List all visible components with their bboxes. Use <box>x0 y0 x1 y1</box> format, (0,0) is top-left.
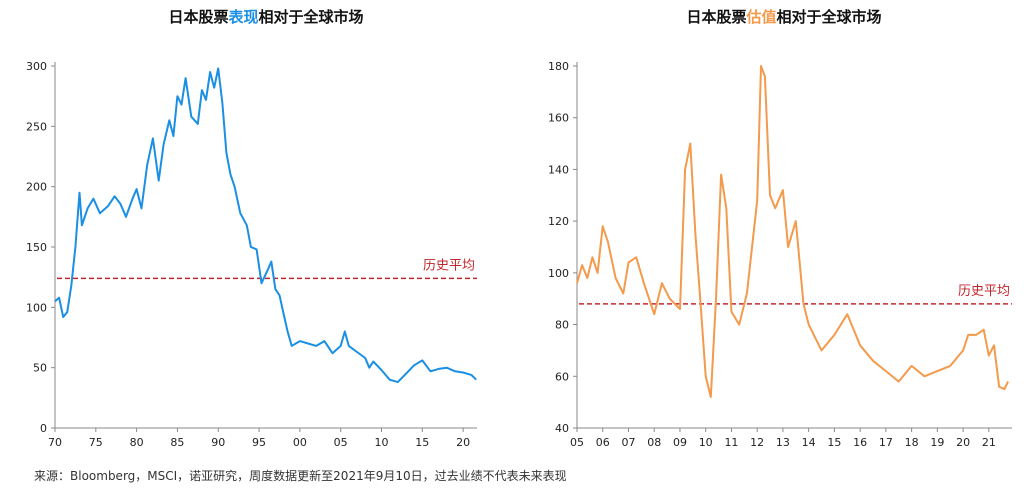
chart-title: 日本股票估值相对于全球市场 <box>686 8 881 26</box>
y-tick-label: 150 <box>26 241 47 254</box>
x-tick-label: 12 <box>750 436 764 449</box>
y-tick-label: 100 <box>548 267 569 280</box>
y-tick-label: 300 <box>26 60 47 73</box>
x-tick-label: 06 <box>596 436 610 449</box>
y-tick-label: 50 <box>33 362 47 375</box>
chart-title-part: 日本股票 <box>168 8 228 26</box>
x-tick-label: 19 <box>930 436 944 449</box>
x-tick-label: 05 <box>570 436 584 449</box>
y-tick-label: 120 <box>548 215 569 228</box>
y-tick-label: 80 <box>555 319 569 332</box>
x-tick-label: 90 <box>211 436 225 449</box>
x-tick-label: 15 <box>415 436 429 449</box>
y-tick-label: 140 <box>548 163 569 176</box>
x-tick-label: 10 <box>374 436 388 449</box>
x-tick-label: 80 <box>130 436 144 449</box>
y-tick-label: 100 <box>26 301 47 314</box>
x-tick-label: 95 <box>252 436 266 449</box>
x-tick-label: 17 <box>879 436 893 449</box>
x-tick-label: 70 <box>48 436 62 449</box>
y-tick-label: 180 <box>548 60 569 73</box>
source-footnote: 来源：Bloomberg，MSCI，诺亚研究，周度数据更新至2021年9月10日… <box>34 469 567 483</box>
x-tick-label: 00 <box>293 436 307 449</box>
y-tick-label: 250 <box>26 120 47 133</box>
y-tick-label: 200 <box>26 181 47 194</box>
chart-title-part: 估值 <box>745 8 776 26</box>
historical-average-label: 历史平均 <box>423 258 475 273</box>
x-tick-label: 75 <box>89 436 103 449</box>
y-tick-label: 40 <box>555 422 569 435</box>
series-line <box>54 67 477 384</box>
y-tick-label: 60 <box>555 370 569 383</box>
x-tick-label: 85 <box>170 436 184 449</box>
chart-title-part: 表现 <box>228 8 258 26</box>
x-tick-label: 10 <box>699 436 713 449</box>
x-tick-label: 09 <box>673 436 687 449</box>
x-tick-label: 07 <box>621 436 635 449</box>
historical-average-label: 历史平均 <box>958 284 1010 299</box>
chart-title-part: 相对于全球市场 <box>777 8 882 26</box>
chart-2: 日本股票估值相对于全球市场 40 60 80 100 120 140 160 180 05 06 07… <box>548 8 1012 449</box>
x-tick-label: 20 <box>956 436 970 449</box>
series-line <box>576 65 1009 398</box>
chart-title: 日本股票表现相对于全球市场 <box>168 8 363 26</box>
x-tick-label: 16 <box>853 436 867 449</box>
chart-title-part: 日本股票 <box>686 8 746 26</box>
x-tick-label: 13 <box>776 436 790 449</box>
y-tick-label: 0 <box>40 422 47 435</box>
chart-title-part: 相对于全球市场 <box>259 8 364 26</box>
x-tick-label: 14 <box>802 436 816 449</box>
x-tick-label: 20 <box>456 436 470 449</box>
x-tick-label: 08 <box>647 436 661 449</box>
x-tick-label: 21 <box>982 436 996 449</box>
x-tick-label: 15 <box>827 436 841 449</box>
y-tick-label: 160 <box>548 112 569 125</box>
x-tick-label: 11 <box>724 436 738 449</box>
x-tick-label: 05 <box>334 436 348 449</box>
x-tick-label: 18 <box>905 436 919 449</box>
